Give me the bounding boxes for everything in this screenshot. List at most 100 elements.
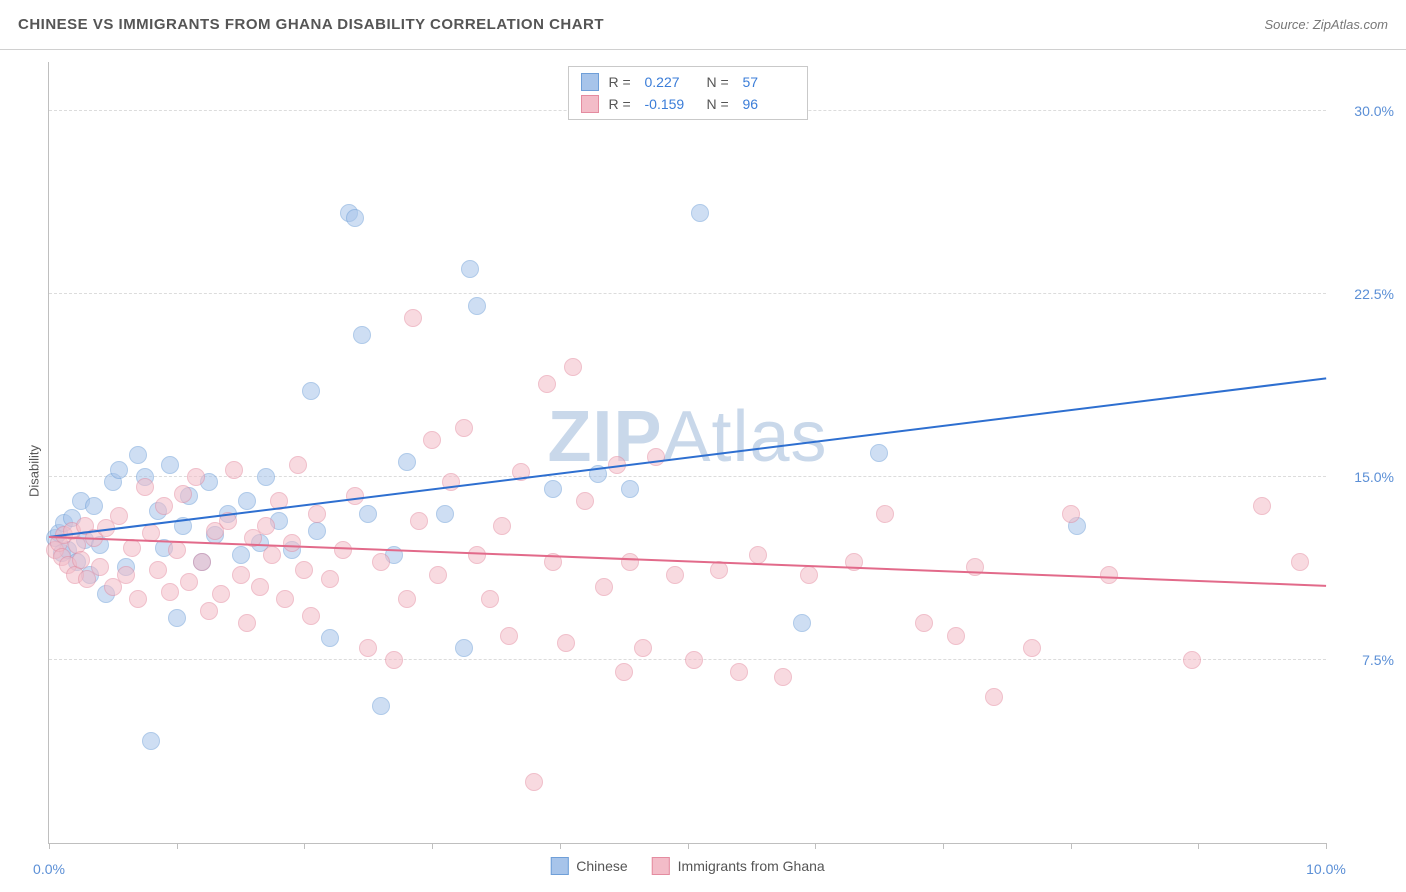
data-point [308, 505, 326, 523]
x-tick [943, 843, 944, 849]
data-point [691, 204, 709, 222]
data-point [615, 663, 633, 681]
data-point [302, 607, 320, 625]
data-point [263, 546, 281, 564]
data-point [149, 561, 167, 579]
data-point [359, 639, 377, 657]
legend-item: Immigrants from Ghana [652, 857, 825, 875]
data-point [1183, 651, 1201, 669]
data-point [455, 419, 473, 437]
data-point [436, 505, 454, 523]
data-point [289, 456, 307, 474]
x-tick [815, 843, 816, 849]
data-point [161, 456, 179, 474]
data-point [359, 505, 377, 523]
x-tick [1326, 843, 1327, 849]
data-point [129, 590, 147, 608]
x-tick [304, 843, 305, 849]
data-point [423, 431, 441, 449]
data-point [212, 585, 230, 603]
data-point [85, 497, 103, 515]
data-point [276, 590, 294, 608]
data-point [193, 553, 211, 571]
legend-stats: R =0.227N =57R =-0.159N =96 [568, 66, 808, 120]
data-point [1062, 505, 1080, 523]
data-point [110, 461, 128, 479]
data-point [321, 570, 339, 588]
data-point [455, 639, 473, 657]
chart-source: Source: ZipAtlas.com [1264, 17, 1388, 32]
y-axis-label: Disability [27, 445, 42, 497]
chart-title: CHINESE VS IMMIGRANTS FROM GHANA DISABIL… [18, 16, 604, 33]
data-point [232, 566, 250, 584]
x-tick [1071, 843, 1072, 849]
data-point [308, 522, 326, 540]
data-point [793, 614, 811, 632]
data-point [947, 627, 965, 645]
data-point [168, 541, 186, 559]
chart-header: CHINESE VS IMMIGRANTS FROM GHANA DISABIL… [0, 0, 1406, 50]
data-point [1291, 553, 1309, 571]
data-point [685, 651, 703, 669]
data-point [238, 614, 256, 632]
legend-label: Immigrants from Ghana [678, 858, 825, 874]
data-point [410, 512, 428, 530]
data-point [168, 609, 186, 627]
y-tick-label: 22.5% [1334, 286, 1394, 302]
data-point [117, 566, 135, 584]
chart-area: Disability ZIPAtlas 7.5%15.0%22.5%30.0%0… [0, 50, 1406, 892]
data-point [238, 492, 256, 510]
plot-area: ZIPAtlas 7.5%15.0%22.5%30.0%0.0%10.0%R =… [48, 62, 1326, 844]
data-point [91, 558, 109, 576]
data-point [232, 546, 250, 564]
data-point [538, 375, 556, 393]
data-point [257, 468, 275, 486]
y-tick-label: 7.5% [1334, 652, 1394, 668]
legend-series: ChineseImmigrants from Ghana [550, 857, 824, 875]
data-point [129, 446, 147, 464]
data-point [525, 773, 543, 791]
data-point [749, 546, 767, 564]
data-point [870, 444, 888, 462]
n-value: 96 [743, 96, 795, 112]
data-point [985, 688, 1003, 706]
legend-stats-row: R =-0.159N =96 [581, 93, 795, 115]
y-tick-label: 30.0% [1334, 103, 1394, 119]
data-point [634, 639, 652, 657]
data-point [161, 583, 179, 601]
x-tick [688, 843, 689, 849]
legend-swatch [550, 857, 568, 875]
data-point [321, 629, 339, 647]
gridline-h [49, 293, 1326, 294]
data-point [180, 573, 198, 591]
x-tick-label: 10.0% [1306, 861, 1346, 877]
data-point [774, 668, 792, 686]
data-point [295, 561, 313, 579]
data-point [493, 517, 511, 535]
data-point [595, 578, 613, 596]
data-point [283, 534, 301, 552]
data-point [187, 468, 205, 486]
data-point [500, 627, 518, 645]
legend-swatch [652, 857, 670, 875]
data-point [468, 297, 486, 315]
data-point [876, 505, 894, 523]
data-point [557, 634, 575, 652]
data-point [334, 541, 352, 559]
x-tick [1198, 843, 1199, 849]
r-value: 0.227 [645, 74, 697, 90]
n-label: N = [707, 96, 733, 112]
data-point [429, 566, 447, 584]
data-point [544, 480, 562, 498]
data-point [225, 461, 243, 479]
watermark: ZIPAtlas [547, 396, 827, 478]
data-point [621, 480, 639, 498]
data-point [730, 663, 748, 681]
data-point [621, 553, 639, 571]
data-point [174, 485, 192, 503]
x-tick [177, 843, 178, 849]
legend-stats-row: R =0.227N =57 [581, 71, 795, 93]
data-point [257, 517, 275, 535]
x-tick [49, 843, 50, 849]
data-point [461, 260, 479, 278]
